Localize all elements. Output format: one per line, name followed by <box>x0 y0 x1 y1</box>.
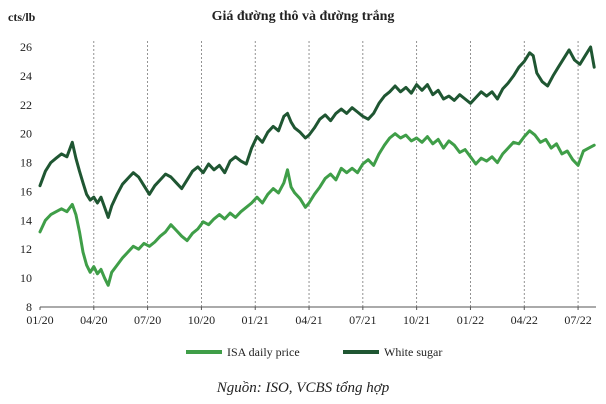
y-tick-label: 18 <box>20 156 32 170</box>
x-tick-label: 10/20 <box>188 313 215 327</box>
series-line-white-sugar <box>38 45 596 219</box>
x-tick-label: 04/21 <box>295 313 322 327</box>
x-tick-label: 04/20 <box>80 313 107 327</box>
y-tick-label: 12 <box>20 242 32 256</box>
x-tick-label: 07/22 <box>564 313 591 327</box>
x-tick-label: 01/20 <box>26 313 53 327</box>
y-tick-label: 20 <box>20 127 32 141</box>
x-tick-label: 07/20 <box>134 313 161 327</box>
legend-label-white-sugar: White sugar <box>384 345 442 359</box>
legend-label-isa: ISA daily price <box>227 345 300 359</box>
legend: ISA daily price White sugar <box>186 345 442 359</box>
source-note: Nguồn: ISO, VCBS tổng hợp <box>216 380 390 396</box>
y-tick-label: 14 <box>20 213 32 227</box>
y-tick-label: 24 <box>20 69 32 83</box>
y-tick-label: 16 <box>20 184 32 198</box>
series-lines <box>38 45 596 287</box>
chart-title: Giá đường thô và đường trắng <box>212 9 395 24</box>
y-tick-label: 8 <box>26 300 32 314</box>
x-axis-ticks: 01/20 04/20 07/20 10/20 01/21 04/21 07/21 10/21… <box>26 307 592 327</box>
series-line-isa <box>38 129 596 287</box>
y-tick-label: 26 <box>20 40 32 54</box>
x-tick-label: 10/21 <box>403 313 430 327</box>
y-axis-unit-label: cts/lb <box>8 10 36 24</box>
x-tick-label: 01/22 <box>457 313 484 327</box>
x-tick-label: 04/22 <box>511 313 538 327</box>
y-tick-label: 22 <box>20 98 32 112</box>
x-tick-label: 01/21 <box>242 313 269 327</box>
y-tick-label: 10 <box>20 271 32 285</box>
x-tick-label: 07/21 <box>349 313 376 327</box>
y-axis-ticks: 8 10 12 14 16 18 20 22 24 26 <box>20 40 32 314</box>
